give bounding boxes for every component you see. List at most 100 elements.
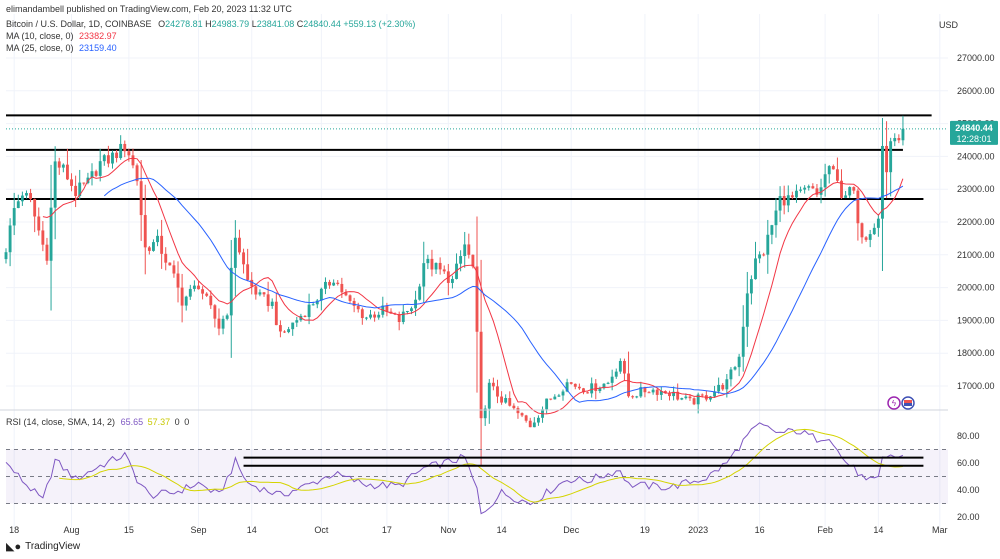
candle: [831, 164, 835, 170]
candle: [500, 391, 504, 405]
date-tick-label: Aug: [64, 525, 80, 535]
candle: [635, 395, 639, 399]
candle: [754, 241, 757, 280]
candle: [143, 184, 147, 275]
candle-body: [827, 166, 831, 175]
indicator-icons[interactable]: ϟ: [887, 396, 915, 410]
candle-body: [627, 373, 630, 397]
candle-body: [549, 398, 553, 400]
lightning-badge-icon: [887, 396, 901, 410]
price-tick-label: 17000.00: [957, 381, 995, 391]
candle-body: [893, 138, 897, 142]
candle: [328, 279, 331, 289]
candle: [356, 302, 360, 313]
symbol-line: Bitcoin / U.S. Dollar, 1D, COINBASE O242…: [6, 19, 415, 29]
candle: [438, 257, 442, 275]
candle-body: [582, 388, 585, 393]
price-tick-label: 18000.00: [957, 348, 995, 358]
ohlc-open: 24278.81: [165, 19, 203, 29]
candle: [315, 298, 319, 309]
candle: [672, 386, 676, 401]
candle: [188, 284, 192, 300]
candle-body: [586, 392, 590, 394]
price-tick-label: 26000.00: [957, 86, 995, 96]
candle: [172, 260, 176, 278]
candle: [778, 186, 782, 222]
date-tick-label: 17: [382, 525, 392, 535]
ma25-legend[interactable]: MA (25, close, 0) 23159.40: [6, 43, 117, 53]
candle: [4, 248, 8, 264]
candle-body: [20, 195, 24, 202]
candle-body: [344, 292, 348, 296]
candle: [246, 248, 250, 282]
candle: [623, 358, 626, 381]
candle: [479, 259, 483, 466]
candle-body: [852, 187, 856, 191]
ma10-value: 23382.97: [79, 31, 117, 41]
candle-body: [713, 391, 716, 397]
candle: [254, 284, 258, 300]
candle: [33, 198, 37, 233]
candle: [29, 188, 33, 203]
candle-body: [16, 201, 20, 209]
candle-body: [807, 186, 811, 188]
candle: [385, 302, 389, 317]
candle-body: [270, 301, 274, 306]
candle-body: [356, 305, 360, 310]
date-tick-label: Nov: [440, 525, 457, 535]
candle-body: [463, 244, 467, 257]
candle-body: [291, 322, 295, 330]
candle-body: [565, 382, 569, 392]
candle-body: [680, 398, 684, 400]
candle-body: [684, 396, 688, 399]
candle-body: [221, 318, 225, 329]
candle: [655, 388, 659, 401]
candle-body: [360, 309, 364, 319]
candle: [852, 186, 856, 194]
candle-body: [725, 379, 729, 390]
candle: [745, 271, 749, 347]
candle-body: [598, 388, 602, 392]
candle-body: [397, 314, 401, 323]
candle-body: [504, 398, 508, 403]
rsi-legend[interactable]: RSI (14, close, SMA, 14, 2) 65.65 57.37 …: [6, 417, 189, 427]
candle: [111, 150, 114, 169]
candle: [25, 190, 28, 199]
candle-body: [311, 304, 315, 306]
candle: [647, 391, 651, 394]
tradingview-branding[interactable]: ◣● TradingView: [6, 540, 80, 553]
candle-body: [631, 396, 635, 398]
candle: [225, 313, 229, 321]
candle-body: [37, 216, 41, 231]
candle: [668, 390, 671, 401]
candle-body: [668, 393, 671, 397]
candle: [491, 377, 495, 391]
ma10-legend[interactable]: MA (10, close, 0) 23382.97: [6, 31, 117, 41]
candle-body: [348, 295, 352, 301]
candle: [590, 377, 594, 398]
candle-body: [336, 282, 340, 284]
candle: [512, 403, 516, 410]
candle-body: [78, 182, 82, 197]
candle-body: [500, 396, 504, 403]
date-tick-label: Mar: [932, 525, 948, 535]
candle-body: [790, 195, 794, 198]
candle-body: [872, 227, 876, 235]
candle-body: [29, 193, 33, 199]
candle-body: [811, 186, 815, 189]
candle-body: [721, 384, 725, 390]
candle-body: [590, 383, 594, 394]
candle-body: [557, 395, 561, 397]
candle: [876, 214, 880, 237]
candle: [287, 326, 291, 334]
candle-body: [377, 314, 381, 318]
candle: [860, 222, 864, 244]
candle: [463, 231, 467, 268]
rsi-tick-label: 20.00: [957, 512, 980, 522]
candle: [201, 286, 205, 300]
candle: [516, 406, 520, 419]
candle: [332, 279, 336, 287]
candle-body: [819, 187, 823, 195]
candle-body: [74, 185, 78, 197]
